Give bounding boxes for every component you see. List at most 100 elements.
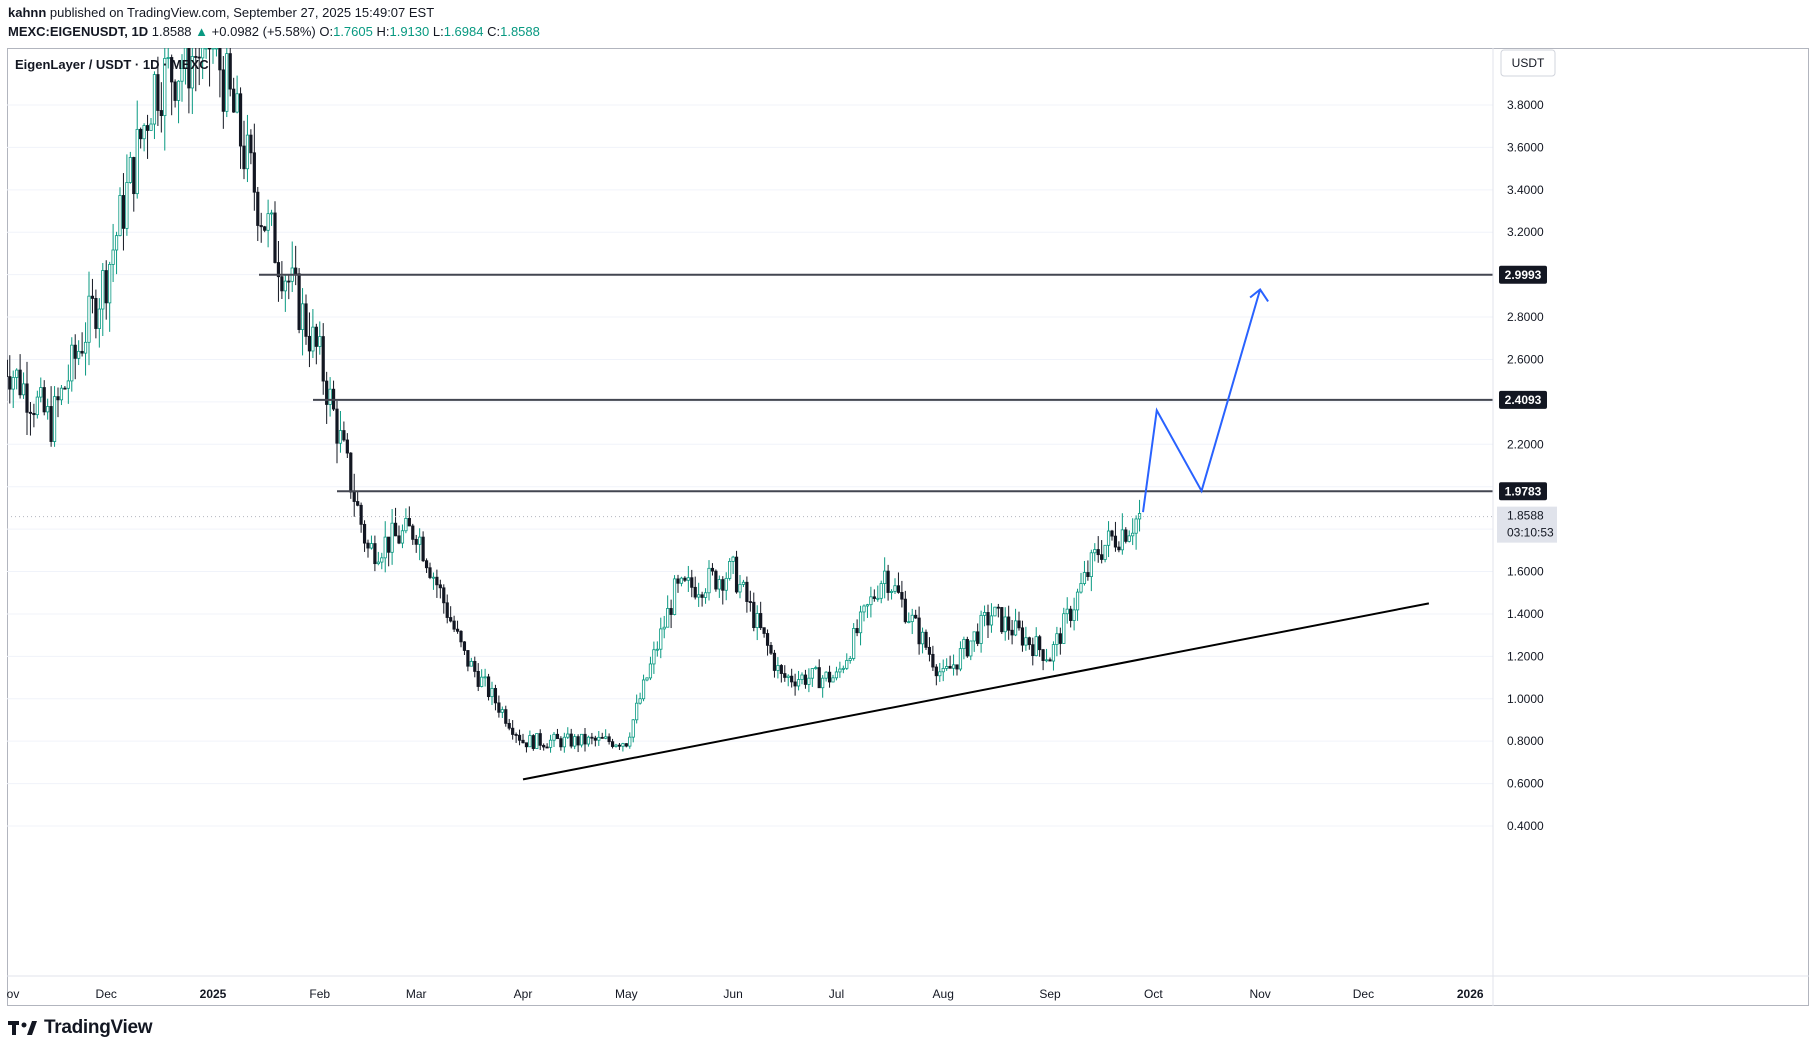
candle-body	[156, 74, 160, 111]
candle-body	[542, 744, 546, 748]
candle-body	[318, 336, 322, 347]
candle-body	[1010, 629, 1014, 636]
candle-body	[686, 577, 690, 581]
candle-body	[108, 264, 112, 304]
candle-body	[655, 648, 659, 651]
candle-body	[1041, 649, 1045, 661]
candle-body	[15, 369, 19, 378]
candle-body	[70, 344, 74, 382]
price-axis[interactable]: 3.8000 3.6000 3.4000 3.2000 2.8000 2.6000 2.20…	[1507, 98, 1544, 833]
candle-body	[714, 570, 718, 590]
candle-body	[927, 646, 932, 655]
tradingview-logo[interactable]: TradingView	[8, 1016, 153, 1040]
candle-body	[325, 380, 329, 405]
candle-body	[294, 267, 298, 275]
candle-body	[493, 688, 498, 704]
candle-body	[555, 733, 560, 740]
candle-body	[442, 587, 446, 604]
candle-body	[97, 308, 101, 329]
candle-body	[624, 743, 628, 747]
candle-body	[183, 48, 188, 69]
candle-body	[1020, 627, 1025, 646]
candle-body	[514, 734, 518, 736]
time-tick-label: Sep	[1039, 987, 1061, 1001]
candle-body	[111, 249, 115, 265]
published-text: published on TradingView.com, September …	[49, 5, 435, 20]
candle-body	[800, 674, 804, 680]
candle-body	[235, 93, 239, 113]
candle-body	[528, 735, 532, 748]
candle-body	[941, 668, 945, 673]
candle-body	[1131, 532, 1135, 537]
candle-body	[90, 295, 95, 299]
candle-body	[676, 578, 680, 584]
candle-body	[834, 671, 839, 679]
candle-body	[121, 195, 126, 229]
candle-body	[21, 383, 26, 396]
candle-body	[762, 627, 766, 634]
countdown-label: 03:10:53	[1507, 526, 1554, 540]
projection-path[interactable]	[1142, 289, 1262, 513]
candle-body	[779, 665, 783, 674]
candle-body	[1044, 659, 1049, 662]
candle-body	[1086, 572, 1090, 577]
candle-body	[573, 736, 577, 747]
candle-body	[1058, 633, 1062, 644]
candle-body	[101, 270, 105, 310]
candle-body	[548, 739, 553, 748]
last-price: 1.8588	[151, 24, 192, 39]
candle-body	[238, 93, 243, 147]
time-tick-label: Mar	[406, 987, 427, 1001]
currency-button[interactable]: USDT	[1500, 49, 1556, 77]
price-chart[interactable]: 2.9993 2.4093 1.9783 3.8000 3.6000 3.4000 3.2…	[7, 48, 1809, 1006]
candle-body	[173, 81, 177, 101]
time-tick-label: Nov	[1249, 987, 1270, 1001]
candle-body	[703, 592, 708, 598]
candle-body	[821, 677, 825, 689]
candle-body	[1003, 616, 1007, 633]
price-tick-label: 3.4000	[1507, 183, 1544, 197]
price-tick-label: 0.6000	[1507, 777, 1544, 791]
candle-body	[793, 681, 797, 687]
high-label: H:	[376, 24, 390, 39]
candle-body	[42, 387, 46, 413]
candle-body	[796, 679, 801, 687]
candle-body	[903, 598, 907, 623]
candle-body	[8, 376, 12, 390]
ascending-trendline[interactable]	[522, 602, 1430, 781]
candle-body	[831, 677, 835, 683]
price-tick-label: 2.2000	[1507, 437, 1544, 451]
candle-body	[376, 561, 380, 565]
candle-body	[163, 57, 167, 117]
candle-body	[418, 536, 422, 545]
time-tick-label: Dec	[1353, 987, 1374, 1001]
candle-body	[845, 660, 849, 669]
candle-body	[1048, 659, 1052, 662]
candle-body	[421, 536, 425, 562]
candle-body	[1117, 546, 1121, 551]
price-tick-label: 0.8000	[1507, 734, 1544, 748]
close-value: 1.8588	[500, 24, 540, 39]
candle-body	[18, 369, 22, 396]
candle-body	[969, 640, 973, 657]
candle-body	[152, 74, 157, 125]
candle-body	[889, 590, 894, 593]
candle-body	[1110, 530, 1114, 537]
candle-body	[207, 48, 212, 50]
candle-body	[500, 709, 504, 713]
candle-body	[11, 377, 15, 390]
candle-body	[958, 648, 963, 670]
candle-body	[190, 56, 194, 89]
candle-body	[883, 570, 887, 584]
candle-body	[741, 581, 746, 585]
candle-body	[697, 594, 701, 598]
time-axis[interactable]: ov Dec 2025 Feb Mar Apr May Jun Jul Aug Sep Oct Nov D…	[7, 987, 1484, 1001]
candle-body	[924, 631, 928, 648]
time-tick-label: Apr	[514, 987, 533, 1001]
candle-body	[404, 518, 408, 532]
current-price-tag: 1.8588 03:10:53	[1497, 506, 1557, 543]
candle-body	[538, 733, 542, 746]
candle-body	[1013, 620, 1018, 636]
author-name[interactable]: kahnn	[8, 5, 47, 20]
candle-body	[497, 702, 501, 713]
